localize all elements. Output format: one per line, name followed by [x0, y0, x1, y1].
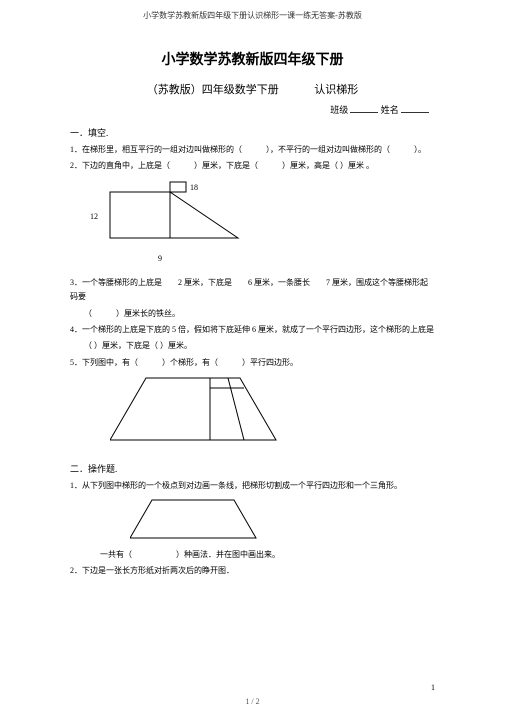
op-question-1: 1．从下列图中梯形的一个极点到对边画一条线，把梯形切割成一个平行四边形和一个三角… [70, 479, 435, 493]
page-fraction: 1 / 2 [245, 697, 259, 706]
question-4a: 4．一个梯形的上底是下底的 5 倍，假如将下底延伸 6 厘米，就成了一个平行四边… [70, 323, 435, 337]
question-1: 1．在梯形里，相互平行的一组对边叫做梯形的（ ），不平行的一组对边叫做梯形的（ … [70, 143, 435, 157]
trap1-top-label: 18 [190, 183, 198, 192]
question-2: 2．下边的直角中，上底是（ ）厘米，下底是（ ）厘米，高是（ ）厘米 。 [70, 159, 435, 173]
page-number: 1 [431, 683, 435, 692]
trap1-bottom-label: 9 [158, 254, 162, 263]
trapezoid-1-svg [90, 180, 260, 270]
name-blank [401, 104, 429, 113]
figure-2 [110, 374, 435, 452]
class-blank [350, 104, 378, 113]
name-label: 姓名 [381, 105, 399, 115]
trapezoid-2-svg [110, 374, 310, 452]
question-3b: （ ）厘米长的铁丝。 [70, 307, 435, 321]
section-1-head: 一．填空. [70, 126, 435, 139]
op-question-1b: 一共有（ ）种画法．并在图中画出来。 [70, 548, 435, 562]
figure-3 [130, 498, 435, 544]
subtitle-left: （苏教版）四年级数学下册 [147, 84, 279, 96]
question-4b: （ ）厘米，下底是（ ）厘米。 [70, 339, 435, 353]
class-label: 班级 [330, 105, 348, 115]
trap1-left-label: 12 [90, 212, 98, 221]
subtitle-row: （苏教版）四年级数学下册 认识梯形 [70, 81, 435, 97]
question-3a: 3．一个等腰梯形的上底是 2 厘米，下底是 6 厘米，一条腰长 7 厘米，围成这… [70, 276, 435, 305]
class-name-row: 班级 姓名 [70, 103, 435, 116]
op1b-right: ）种画法．并在图中画出来。 [176, 550, 280, 559]
trapezoid-3-svg [130, 498, 280, 544]
question-5: 5．下列图中，有（ ）个梯形，有（ ）平行四边形。 [70, 356, 435, 370]
section-2-head: 二．操作题. [70, 462, 435, 475]
figure-1: 18 12 9 [90, 180, 435, 270]
op-question-2: 2．下边是一张长方形纸对折两次后的睁开图． [70, 564, 435, 578]
op1b-left: 一共有（ [100, 550, 132, 559]
doc-header: 小学数学苏教新版四年级下册认识梯形一课一练无答案-苏教版 [70, 0, 435, 21]
subtitle-right: 认识梯形 [314, 84, 358, 96]
main-title: 小学数学苏教新版四年级下册 [70, 49, 435, 69]
